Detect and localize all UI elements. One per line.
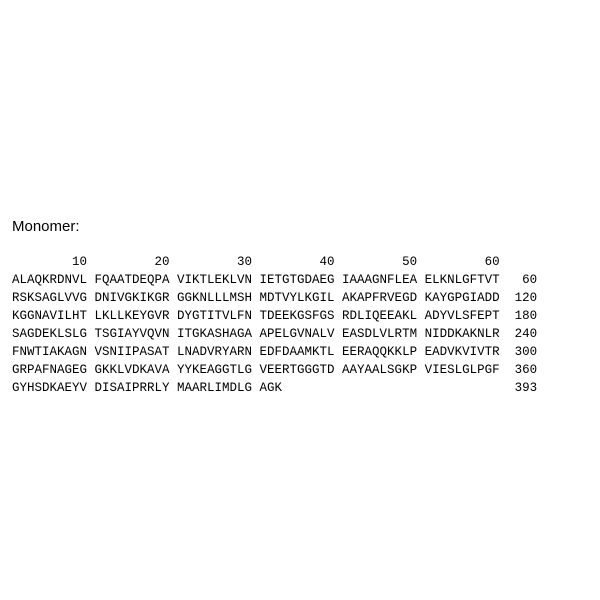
sequence-container: Monomer: 10 20 30 40 50 60 ALAQKRDNVL FQ… <box>12 218 537 397</box>
sequence-rows: ALAQKRDNVL FQAATDEQPA VIKTLEKLVN IETGTGD… <box>12 271 537 397</box>
section-title: Monomer: <box>12 218 537 235</box>
sequence-ruler: 10 20 30 40 50 60 <box>12 253 537 271</box>
